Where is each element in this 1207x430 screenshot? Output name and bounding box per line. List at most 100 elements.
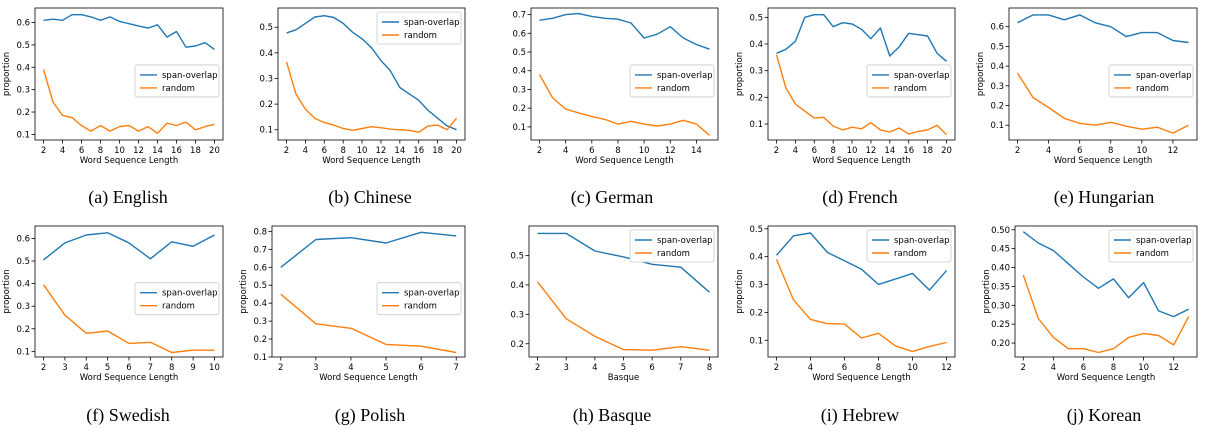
y-tick-label: 0.3 <box>259 74 273 84</box>
legend-label: span-overlap <box>404 18 460 28</box>
y-tick-label: 0.6 <box>16 19 30 29</box>
legend: span-overlap random <box>376 282 462 316</box>
legend-label: random <box>894 84 927 94</box>
x-tick-label: 4 <box>1051 363 1056 373</box>
y-tick-label: 0.1 <box>990 121 1004 131</box>
legend-label: span-overlap <box>657 71 713 81</box>
legend-label: span-overlap <box>1136 236 1192 246</box>
series-line-random <box>537 281 710 351</box>
x-tick-label: 12 <box>866 146 877 156</box>
chart-panel: 2 3 4 5 6 7 8 0.2 0.3 0.4 0.5 Basque span-overlap ran… <box>510 225 719 426</box>
legend: span-overlap random <box>866 229 952 263</box>
panel-caption: (f) Swedish <box>86 405 170 426</box>
x-tick-label: 6 <box>842 363 847 373</box>
x-tick-label: 10 <box>847 146 858 156</box>
y-tick-label: 0.3 <box>16 86 30 96</box>
x-tick-label: 8 <box>876 363 881 373</box>
x-tick-label: 18 <box>190 146 201 156</box>
x-tick-label: 2 <box>774 146 779 156</box>
legend-label: random <box>404 31 437 41</box>
x-tick-label: 7 <box>148 363 153 373</box>
x-tick-label: 6 <box>79 146 84 156</box>
axes-frame <box>530 7 719 141</box>
legend-label: random <box>404 302 437 312</box>
y-tick-label: 0.1 <box>16 130 30 140</box>
y-tick-label: 0.6 <box>512 29 526 39</box>
legend: span-overlap random <box>866 64 952 98</box>
y-tick-label: 0.20 <box>991 339 1010 349</box>
x-tick-label: 10 <box>639 146 650 156</box>
y-tick-label: 0.40 <box>991 264 1010 274</box>
y-tick-label: 0.4 <box>749 253 763 263</box>
axes-frame <box>1008 7 1198 141</box>
x-tick-label: 8 <box>615 146 620 156</box>
y-tick-label: 0.2 <box>259 100 273 110</box>
chart-panel: 2 4 6 8 10 12 14 16 18 20 0.1 0.2 0.3 0.4 0.5 Word Sequ… <box>259 7 466 208</box>
x-tick-label: 6 <box>1077 146 1082 156</box>
y-tick-label: 0.2 <box>512 104 526 114</box>
y-tick-label: 0.2 <box>749 93 763 103</box>
legend-box <box>629 64 715 98</box>
x-tick-label: 2 <box>41 146 46 156</box>
series-line-span-overlap <box>1022 231 1190 318</box>
x-tick-label: 10 <box>209 363 220 373</box>
x-axis-label: Word Sequence Length <box>319 373 418 383</box>
chart-panel: 2 4 6 8 10 12 0.1 0.2 0.3 0.4 0.5 Word Sequence Len… <box>735 225 956 426</box>
y-tick-label: 0.1 <box>749 120 763 130</box>
legend-label: random <box>657 249 690 259</box>
series-line-span-overlap <box>537 232 710 293</box>
series-line-span-overlap <box>775 232 948 291</box>
y-tick-label: 0.3 <box>512 85 526 95</box>
series-line-span-overlap <box>43 232 215 261</box>
x-tick-label: 8 <box>1111 363 1116 373</box>
y-tick-label: 0.4 <box>16 280 30 290</box>
chart-panel: 2 3 4 5 6 7 0.1 0.2 0.3 0.4 0.5 0.6 0.7 0.8 Word Seque… <box>239 225 466 426</box>
y-tick-label: 0.4 <box>749 40 763 50</box>
x-tick-label: 12 <box>941 363 952 373</box>
x-tick-label: 16 <box>903 146 914 156</box>
x-tick-label: 16 <box>413 146 424 156</box>
y-tick-label: 0.3 <box>510 310 524 320</box>
x-tick-label: 4 <box>303 146 308 156</box>
x-tick-label: 8 <box>707 363 712 373</box>
x-tick-label: 4 <box>84 363 89 373</box>
legend: span-overlap random <box>1108 64 1194 98</box>
y-tick-label: 0.1 <box>749 336 763 346</box>
y-tick-label: 0.5 <box>259 23 273 33</box>
legend-box <box>1108 229 1194 263</box>
x-axis-label: Word Sequence Length <box>1054 156 1153 166</box>
x-axis-label: Word Sequence Length <box>1057 373 1156 383</box>
y-tick-label: 0.5 <box>749 13 763 23</box>
x-tick-label: 20 <box>451 146 462 156</box>
x-tick-label: 5 <box>621 363 626 373</box>
legend-box <box>134 64 220 98</box>
x-tick-label: 4 <box>60 146 65 156</box>
y-tick-label: 0.2 <box>510 340 524 350</box>
legend-label: span-overlap <box>1136 71 1192 81</box>
y-tick-label: 0.3 <box>749 281 763 291</box>
x-tick-label: 8 <box>1108 146 1113 156</box>
y-tick-label: 0.5 <box>749 225 763 235</box>
x-tick-label: 7 <box>678 363 683 373</box>
x-axis-label: Word Sequence Length <box>575 156 674 166</box>
series-line-span-overlap <box>539 12 710 50</box>
y-tick-label: 0.2 <box>16 325 30 335</box>
chart-panel: 2 4 6 8 10 12 0.20 0.25 0.30 0.35 0.40 0.45 0.50 Word… <box>982 225 1198 426</box>
y-tick-label: 0.2 <box>749 308 763 318</box>
series-line-random <box>1016 72 1189 134</box>
y-tick-label: 0.3 <box>990 82 1004 92</box>
axes-frame <box>767 225 956 358</box>
x-tick-label: 12 <box>133 146 144 156</box>
x-tick-label: 14 <box>152 146 163 156</box>
legend-label: random <box>894 249 927 259</box>
x-tick-label: 8 <box>169 363 174 373</box>
x-tick-label: 6 <box>812 146 817 156</box>
panel-caption: (d) French <box>822 187 897 208</box>
legend-box <box>1108 64 1194 98</box>
x-tick-label: 6 <box>589 146 594 156</box>
legend-label: random <box>1136 84 1169 94</box>
y-tick-label: 0.5 <box>510 251 524 261</box>
series-line-span-overlap <box>1017 14 1189 44</box>
x-tick-label: 6 <box>649 363 654 373</box>
